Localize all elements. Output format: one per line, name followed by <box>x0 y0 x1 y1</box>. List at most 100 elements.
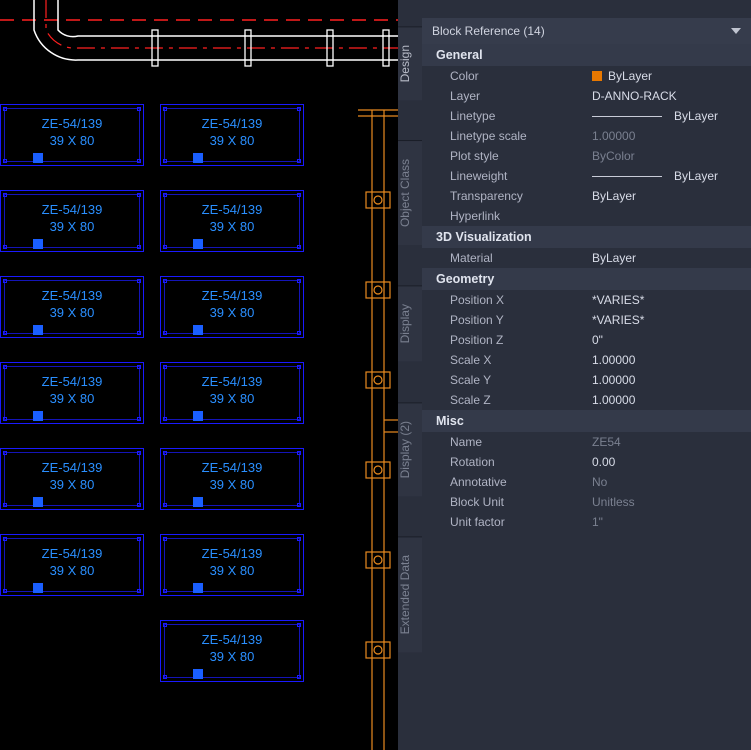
prop-row-scale-y[interactable]: Scale Y1.00000 <box>422 370 751 390</box>
prop-value[interactable]: 1.00000 <box>592 373 751 387</box>
prop-row-lineweight[interactable]: LineweightByLayer <box>422 166 751 186</box>
prop-row-linetype[interactable]: LinetypeByLayer <box>422 106 751 126</box>
rack-block[interactable]: ZE-54/13939 X 80 <box>0 276 144 338</box>
prop-value[interactable]: ByLayer <box>592 189 751 203</box>
chevron-down-icon <box>731 28 741 34</box>
prop-label: Hyperlink <box>422 209 592 223</box>
prop-row-scale-z[interactable]: Scale Z1.00000 <box>422 390 751 410</box>
prop-value-text: ByLayer <box>674 169 718 183</box>
rack-label-top: ZE-54/139 <box>1 459 143 476</box>
prop-row-unit-factor[interactable]: Unit factor1" <box>422 512 751 532</box>
prop-row-annotative[interactable]: AnnotativeNo <box>422 472 751 492</box>
prop-value-text: ByColor <box>592 149 635 163</box>
prop-value[interactable]: ZE54 <box>592 435 751 449</box>
prop-value[interactable]: ByColor <box>592 149 751 163</box>
prop-value-text: *VARIES* <box>592 293 644 307</box>
rack-label-bottom: 39 X 80 <box>161 562 303 579</box>
insertion-point-icon <box>33 497 43 507</box>
selection-type-dropdown[interactable]: Block Reference (14) <box>422 18 751 44</box>
insertion-point-icon <box>193 583 203 593</box>
prop-value[interactable]: ByLayer <box>592 169 751 183</box>
insertion-point-icon <box>33 411 43 421</box>
prop-row-layer[interactable]: LayerD-ANNO-RACK <box>422 86 751 106</box>
prop-label: Scale Z <box>422 393 592 407</box>
prop-value[interactable]: 1" <box>592 515 751 529</box>
group-header-3d-visualization[interactable]: 3D Visualization <box>422 226 751 248</box>
prop-value[interactable]: 0" <box>592 333 751 347</box>
rack-block[interactable]: ZE-54/13939 X 80 <box>0 104 144 166</box>
prop-value[interactable]: *VARIES* <box>592 293 751 307</box>
side-tab-display[interactable]: Display <box>398 285 422 361</box>
rack-block[interactable]: ZE-54/13939 X 80 <box>0 448 144 510</box>
prop-value[interactable]: *VARIES* <box>592 313 751 327</box>
rack-block[interactable]: ZE-54/13939 X 80 <box>0 362 144 424</box>
prop-label: Annotative <box>422 475 592 489</box>
group-header-geometry[interactable]: Geometry <box>422 268 751 290</box>
group-header-general[interactable]: General <box>422 44 751 66</box>
rack-label-top: ZE-54/139 <box>1 115 143 132</box>
side-tab-object-class[interactable]: Object Class <box>398 140 422 245</box>
prop-label: Color <box>422 69 592 83</box>
prop-row-position-y[interactable]: Position Y*VARIES* <box>422 310 751 330</box>
prop-value[interactable]: ByLayer <box>592 69 751 83</box>
prop-value[interactable]: ByLayer <box>592 251 751 265</box>
prop-row-plot-style[interactable]: Plot styleByColor <box>422 146 751 166</box>
rack-label-top: ZE-54/139 <box>161 545 303 562</box>
rack-block[interactable]: ZE-54/13939 X 80 <box>160 534 304 596</box>
prop-row-hyperlink[interactable]: Hyperlink <box>422 206 751 226</box>
prop-row-position-z[interactable]: Position Z0" <box>422 330 751 350</box>
rack-block[interactable]: ZE-54/13939 X 80 <box>160 448 304 510</box>
rack-block[interactable]: ZE-54/13939 X 80 <box>160 276 304 338</box>
prop-label: Linetype <box>422 109 592 123</box>
rack-label-bottom: 39 X 80 <box>161 390 303 407</box>
prop-value[interactable]: No <box>592 475 751 489</box>
prop-value[interactable]: 0.00 <box>592 455 751 469</box>
prop-value-text: 1.00000 <box>592 373 635 387</box>
rack-block[interactable]: ZE-54/13939 X 80 <box>160 620 304 682</box>
cad-canvas[interactable]: ZE-54/13939 X 80ZE-54/13939 X 80ZE-54/13… <box>0 0 398 750</box>
prop-row-block-unit[interactable]: Block UnitUnitless <box>422 492 751 512</box>
prop-row-color[interactable]: ColorByLayer <box>422 66 751 86</box>
prop-label: Position X <box>422 293 592 307</box>
insertion-point-icon <box>33 239 43 249</box>
insertion-point-icon <box>193 497 203 507</box>
prop-value-text: ByLayer <box>592 189 636 203</box>
prop-value[interactable]: 1.00000 <box>592 129 751 143</box>
rack-block[interactable]: ZE-54/13939 X 80 <box>160 104 304 166</box>
insertion-point-icon <box>33 325 43 335</box>
rack-block[interactable]: ZE-54/13939 X 80 <box>160 362 304 424</box>
prop-label: Position Z <box>422 333 592 347</box>
color-swatch-icon <box>592 71 602 81</box>
prop-row-linetype-scale[interactable]: Linetype scale1.00000 <box>422 126 751 146</box>
rack-label-bottom: 39 X 80 <box>161 132 303 149</box>
prop-label: Transparency <box>422 189 592 203</box>
prop-label: Block Unit <box>422 495 592 509</box>
prop-label: Rotation <box>422 455 592 469</box>
prop-row-name[interactable]: NameZE54 <box>422 432 751 452</box>
side-tab-display-2-[interactable]: Display (2) <box>398 402 422 496</box>
selection-type-label: Block Reference (14) <box>432 24 545 38</box>
side-tab-design[interactable]: Design <box>398 26 422 100</box>
insertion-point-icon <box>193 153 203 163</box>
prop-value[interactable]: ByLayer <box>592 109 751 123</box>
prop-value[interactable]: 1.00000 <box>592 393 751 407</box>
rack-label-bottom: 39 X 80 <box>161 648 303 665</box>
rack-block[interactable]: ZE-54/13939 X 80 <box>0 534 144 596</box>
rack-label-bottom: 39 X 80 <box>161 304 303 321</box>
prop-row-position-x[interactable]: Position X*VARIES* <box>422 290 751 310</box>
rack-label-top: ZE-54/139 <box>161 631 303 648</box>
prop-row-material[interactable]: MaterialByLayer <box>422 248 751 268</box>
rack-block[interactable]: ZE-54/13939 X 80 <box>0 190 144 252</box>
prop-value[interactable]: D-ANNO-RACK <box>592 89 751 103</box>
side-tab-extended-data[interactable]: Extended Data <box>398 536 422 652</box>
rack-block[interactable]: ZE-54/13939 X 80 <box>160 190 304 252</box>
prop-row-scale-x[interactable]: Scale X1.00000 <box>422 350 751 370</box>
prop-row-transparency[interactable]: TransparencyByLayer <box>422 186 751 206</box>
prop-value[interactable]: 1.00000 <box>592 353 751 367</box>
prop-row-rotation[interactable]: Rotation0.00 <box>422 452 751 472</box>
rack-label-bottom: 39 X 80 <box>161 218 303 235</box>
prop-value[interactable]: Unitless <box>592 495 751 509</box>
rack-label-bottom: 39 X 80 <box>1 476 143 493</box>
rack-label-top: ZE-54/139 <box>1 373 143 390</box>
group-header-misc[interactable]: Misc <box>422 410 751 432</box>
